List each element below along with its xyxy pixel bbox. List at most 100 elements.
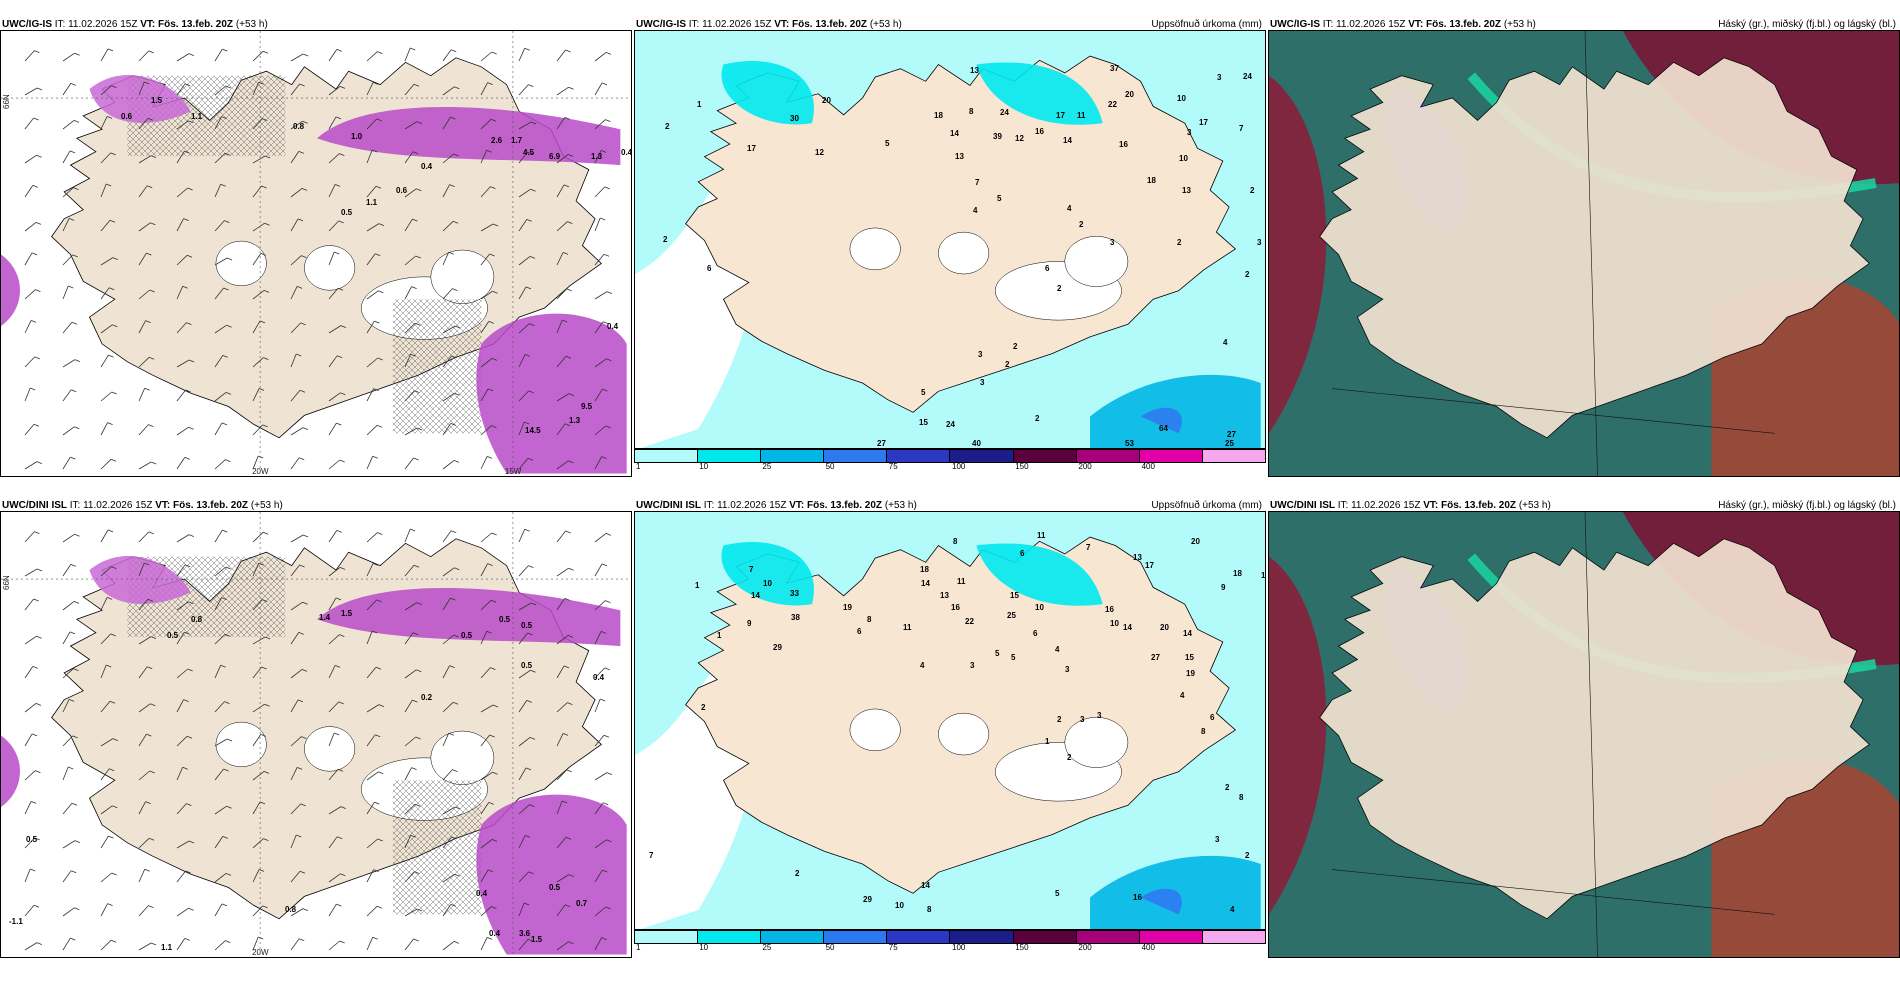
wind-map[interactable]: 20W 66N 0.8 1.4 1.5 0.5 0.5 0.5 0.5 0.4 0.5 0.2 0.5 0…	[0, 511, 632, 958]
wind-barb-tick	[410, 47, 416, 51]
precip-area	[1140, 407, 1182, 434]
wind-barb	[62, 426, 75, 436]
wind-barb	[62, 699, 70, 713]
wind-barb	[24, 222, 37, 232]
precip-map[interactable]: 8116720131718169181411131615102225161014…	[634, 511, 1266, 930]
wind-barb-tick	[414, 871, 420, 874]
wind-barb	[290, 151, 300, 164]
wind-barb	[24, 531, 35, 543]
wind-barb-tick	[337, 836, 343, 840]
cloud-map[interactable]	[1268, 30, 1900, 477]
wind-barb	[24, 185, 34, 198]
wind-barb-tick	[220, 183, 226, 187]
wind-barb-tick	[301, 188, 308, 191]
wind-barb-tick	[337, 768, 344, 772]
glacier	[1064, 717, 1129, 768]
wind-barb	[556, 288, 567, 300]
wind-barb	[404, 255, 416, 266]
precip-value-label: 0.4	[489, 929, 501, 938]
wind-barb-tick	[604, 186, 610, 190]
wind-map[interactable]: 20W 15W 66N 1.5 0.6 1.1 0.8 1.0 2.6 1.7 4.5 6.9 1.3 0…	[0, 30, 632, 477]
accum-value-label: 3	[978, 350, 983, 359]
wind-barb	[214, 529, 223, 543]
accum-value-label: 5	[997, 194, 1002, 203]
wind-barb	[138, 118, 149, 130]
precip-area	[976, 543, 1103, 606]
init-time: IT: 11.02.2026 15Z	[703, 500, 787, 511]
wind-barb	[100, 664, 107, 679]
accum-value-label: 3	[1217, 73, 1222, 82]
precip-value-label: 0.8	[191, 615, 203, 624]
wind-barb	[594, 321, 604, 334]
wind-barb	[556, 460, 569, 470]
wind-barb-tick	[187, 187, 193, 191]
wind-barb-tick	[301, 255, 307, 258]
wind-barb-tick	[603, 321, 609, 325]
panel-title: UWC/IG-IS IT: 11.02.2026 15Z VT: Fös. 13…	[2, 19, 268, 30]
wind-barb-tick	[188, 907, 194, 911]
wind-barb	[176, 938, 186, 951]
accum-value-label: 13	[955, 152, 964, 161]
wind-barb	[442, 806, 456, 815]
wind-barb-tick	[338, 220, 344, 224]
wind-barb	[366, 838, 378, 849]
wind-barb-tick	[187, 668, 193, 672]
wind-barb-tick	[606, 772, 613, 775]
accum-value-label: 14	[751, 591, 760, 600]
wind-barb-tick	[376, 118, 382, 122]
wind-barb	[518, 835, 526, 849]
wind-barb-tick	[565, 355, 572, 359]
accum-value-label: 11	[957, 577, 966, 586]
wind-barb	[366, 630, 373, 645]
wind-barb-tick	[334, 251, 340, 255]
wind-barb	[480, 51, 492, 62]
cloud-map[interactable]	[1268, 511, 1900, 958]
accum-value-label: 3	[1215, 835, 1220, 844]
wind-barb-tick	[451, 355, 457, 359]
wind-barb	[328, 86, 341, 96]
wind-barb-tick	[372, 563, 379, 566]
wind-barb-tick	[491, 839, 498, 842]
wind-barb-tick	[264, 155, 271, 159]
wind-barb-tick	[416, 188, 422, 192]
wind-barb	[594, 533, 607, 543]
wind-barb-tick	[563, 184, 570, 188]
wind-barb	[556, 117, 566, 130]
wind-barb-tick	[415, 255, 421, 259]
wind-barb	[518, 458, 529, 470]
wind-barb	[480, 150, 488, 164]
precip-value-label: 0.5	[499, 615, 511, 624]
wind-barb-tick	[296, 834, 302, 838]
wind-barb	[24, 635, 37, 645]
accum-value-label: 10	[1035, 603, 1044, 612]
wind-barb-tick	[377, 838, 383, 842]
wind-barb-tick	[566, 769, 572, 773]
wind-barb-tick	[490, 599, 497, 603]
wind-barb-tick	[222, 529, 228, 533]
accum-value-label: 14	[1123, 623, 1132, 632]
accum-value-label: 18	[920, 565, 929, 574]
precip-value-label: 1.1	[191, 112, 203, 121]
precip-value-label: 3.6	[519, 929, 531, 938]
wind-barb	[176, 699, 184, 713]
colorbar-swatch	[761, 931, 825, 943]
wind-barb-tick	[339, 634, 345, 637]
model-name: UWC/IG-IS	[1270, 19, 1320, 30]
wind-barb	[176, 840, 190, 849]
wind-barb-tick	[186, 322, 192, 325]
precip-map[interactable]: 13 37 3 24 1 2 20 22 20 10 17 7 3 18 8 24 17 11 30 16 39 12 14…	[634, 30, 1266, 449]
wind-barb	[518, 354, 526, 368]
model-name: UWC/IG-IS	[636, 19, 686, 30]
wind-barb	[138, 869, 146, 883]
wind-barb-tick	[565, 904, 571, 908]
wind-barb	[556, 184, 565, 198]
wind-barb-tick	[527, 457, 534, 461]
wind-barb-tick	[264, 222, 270, 226]
wind-barb-tick	[339, 86, 346, 89]
wind-barb-tick	[302, 53, 309, 57]
wind-barb-tick	[262, 424, 268, 428]
wind-barb	[290, 908, 304, 917]
wind-barb	[252, 290, 265, 300]
wind-barb-tick	[30, 387, 36, 391]
wind-barb	[366, 82, 374, 96]
